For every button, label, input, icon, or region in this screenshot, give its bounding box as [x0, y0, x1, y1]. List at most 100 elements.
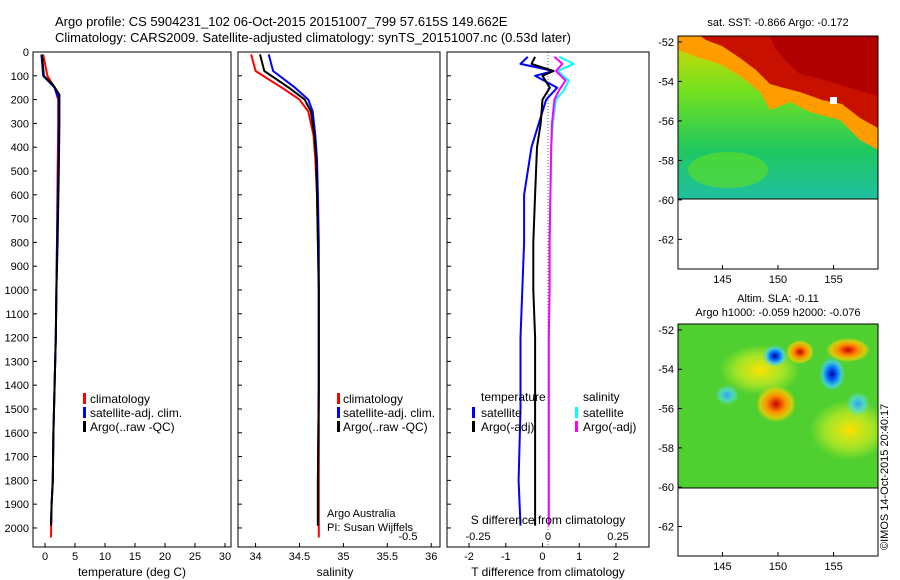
legend-label-climatology: climatology [343, 392, 403, 406]
map-lat-label: -52 [658, 325, 674, 337]
salinity-x-axis: 34 34.5 35 35.5 36 [249, 543, 437, 563]
x-tick-label: 5 [72, 551, 78, 563]
legend-label-argo: Argo(..raw -QC) [90, 420, 175, 434]
map-lon-label: 155 [824, 561, 842, 573]
sla-high-eddy [756, 386, 796, 422]
depth-axis: 0 100 200 300 400 500 600 700 800 900 1000 1100 1200… [5, 47, 37, 535]
sla-low-eddy [819, 357, 845, 391]
legend-swatch-s-argo [575, 421, 578, 432]
s-tick-label: 0.25 [607, 531, 628, 543]
temperature-x-axis: 0 5 10 15 20 25 30 [42, 543, 231, 563]
pi-name: PI: Susan Wijffels [327, 522, 413, 534]
sst-hottest-zone [770, 36, 878, 96]
x-tick-label: -2 [464, 551, 474, 563]
s-difference-axis-label: S difference from climatology [471, 513, 626, 527]
map-lat-label: -56 [658, 116, 674, 128]
sla-high-eddy [786, 340, 814, 364]
temperature-lines [40, 54, 61, 538]
sla-low-eddy [763, 345, 787, 367]
x-tick-label: 20 [159, 551, 171, 563]
imos-credit: ©IMOS 14-Oct-2015 20:40:17 [879, 404, 891, 550]
depth-tick-label: 1500 [5, 404, 29, 416]
s-tick-label: -0.5 [399, 531, 418, 543]
map-lat-label: -60 [658, 195, 674, 207]
depth-tick-label: 1900 [5, 499, 29, 511]
legend-label-satellite: satellite-adj. clim. [343, 406, 435, 420]
title-line2: Climatology: CARS2009. Satellite-adjuste… [55, 30, 571, 45]
legend-swatch-argo [337, 421, 340, 432]
difference-legend: temperature salinity satellite Argo(-adj… [472, 390, 636, 434]
map-lat-label: -54 [658, 76, 674, 88]
legend-label-satellite: satellite-adj. clim. [90, 406, 182, 420]
legend-swatch-satellite [337, 407, 340, 418]
salinity-legend: climatology satellite-adj. clim. Argo(..… [337, 392, 435, 434]
sla-map-axes: -52 -54 -56 -58 -60 -62 145 150 155 [658, 325, 843, 573]
x-tick-label: 2 [613, 551, 619, 563]
x-tick-label: 15 [129, 551, 141, 563]
temperature-panel: 0100200300400500600700800900100011001200… [5, 47, 232, 579]
salinity-lines [250, 54, 320, 538]
legend-header-temperature: temperature [481, 390, 546, 404]
x-tick-label: 35 [337, 551, 349, 563]
depth-tick-label: 200 [11, 95, 29, 107]
legend-swatch-climatology [83, 393, 86, 404]
legend-label-s-satellite: satellite [583, 406, 624, 420]
depth-tick-label: 900 [11, 261, 29, 273]
x-tick-label: 36 [425, 551, 437, 563]
legend-swatch-argo [83, 421, 86, 432]
t-difference-x-axis: -2 -1 0 1 2 [464, 543, 619, 563]
depth-tick-label: 1800 [5, 475, 29, 487]
legend-label-argo: Argo(..raw -QC) [343, 420, 428, 434]
x-tick-label: 0 [539, 551, 545, 563]
pi-institution: Argo Australia [327, 508, 396, 520]
x-tick-label: 30 [219, 551, 231, 563]
legend-swatch-t-satellite [472, 407, 475, 418]
depth-tick-label: 100 [11, 71, 29, 83]
t-difference-axis-label: T difference from climatology [471, 565, 625, 579]
depth-tick-label: 800 [11, 237, 29, 249]
sst-map-empty-area [677, 198, 879, 270]
depth-tick-label: 300 [11, 118, 29, 130]
depth-tick-label: 1700 [5, 452, 29, 464]
legend-swatch-s-satellite [575, 407, 578, 418]
legend-swatch-satellite [83, 407, 86, 418]
salinity-axis-label: salinity [317, 565, 354, 579]
sst-map-panel: sat. SST: -0.866 Argo: -0.172 -52-54-56-… [658, 17, 879, 286]
legend-header-salinity: salinity [583, 390, 620, 404]
temperature-plot-frame [32, 51, 232, 548]
map-lat-label: -62 [658, 234, 674, 246]
sla-map-title-line1: Altim. SLA: -0.11 [737, 293, 819, 305]
sla-low-eddy [846, 392, 870, 416]
sst-heatmap [678, 36, 878, 199]
x-tick-label: -1 [501, 551, 511, 563]
x-tick-label: 0 [42, 551, 48, 563]
map-lon-label: 150 [769, 561, 787, 573]
depth-tick-label: 0 [23, 47, 29, 59]
sst-map-title: sat. SST: -0.866 Argo: -0.172 [707, 17, 848, 29]
salinity-panel: 34 34.5 35 35.5 36 salinity climatology sate… [237, 51, 441, 579]
map-lon-label: 155 [824, 274, 842, 286]
sla-high-eddy [826, 338, 870, 362]
map-lon-label: 145 [713, 274, 731, 286]
depth-tick-label: 2000 [5, 523, 29, 535]
map-lat-label: -54 [658, 364, 674, 376]
map-lat-label: -58 [658, 443, 674, 455]
map-lon-label: 150 [769, 274, 787, 286]
map-lat-label: -58 [658, 155, 674, 167]
x-tick-label: 1 [576, 551, 582, 563]
map-lat-label: -56 [658, 404, 674, 416]
depth-tick-label: 1600 [5, 428, 29, 440]
depth-tick-label: 1300 [5, 356, 29, 368]
temperature-legend: climatology satellite-adj. clim. Argo(..… [83, 392, 182, 434]
sst-green-patch [688, 152, 768, 188]
x-tick-label: 35.5 [377, 551, 398, 563]
depth-tick-label: 1000 [5, 285, 29, 297]
sst-argo-marker [830, 97, 837, 104]
map-lon-label: 145 [713, 561, 731, 573]
legend-label-t-argo: Argo(-adj) [481, 420, 534, 434]
salinity-plot-frame [237, 51, 441, 548]
depth-tick-label: 1200 [5, 333, 29, 345]
s-tick-label: -0.25 [465, 531, 490, 543]
